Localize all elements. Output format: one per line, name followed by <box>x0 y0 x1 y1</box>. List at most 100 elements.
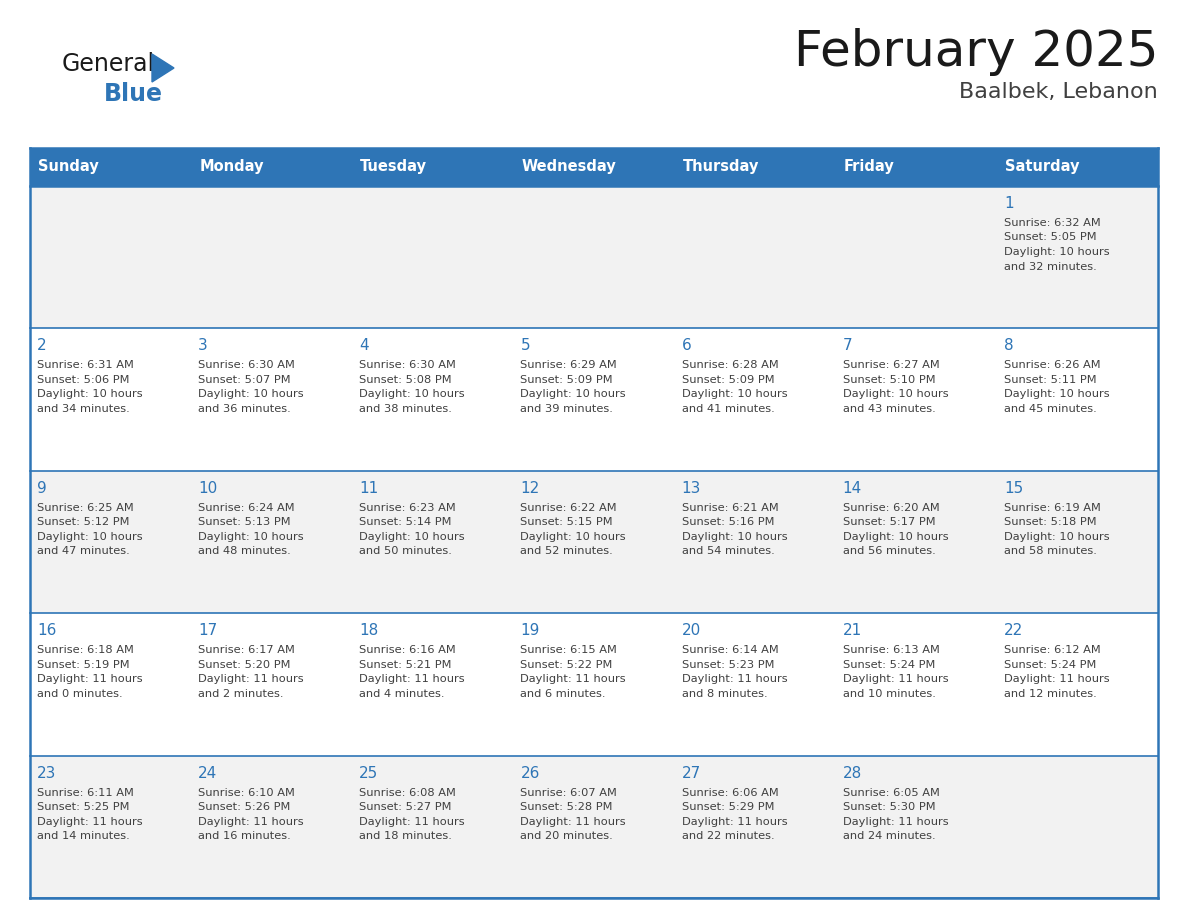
Text: 7: 7 <box>842 339 852 353</box>
Text: Daylight: 10 hours: Daylight: 10 hours <box>682 389 788 399</box>
Text: and 18 minutes.: and 18 minutes. <box>359 831 453 841</box>
Text: and 0 minutes.: and 0 minutes. <box>37 688 122 699</box>
Text: Sunset: 5:18 PM: Sunset: 5:18 PM <box>1004 518 1097 527</box>
Bar <box>675 471 835 613</box>
Text: 10: 10 <box>198 481 217 496</box>
Text: Sunrise: 6:14 AM: Sunrise: 6:14 AM <box>682 645 778 655</box>
Text: and 24 minutes.: and 24 minutes. <box>842 831 935 841</box>
Text: Daylight: 10 hours: Daylight: 10 hours <box>682 532 788 542</box>
Text: Daylight: 10 hours: Daylight: 10 hours <box>1004 247 1110 257</box>
Polygon shape <box>152 54 173 82</box>
Text: Sunrise: 6:29 AM: Sunrise: 6:29 AM <box>520 361 618 370</box>
Text: Daylight: 10 hours: Daylight: 10 hours <box>198 389 304 399</box>
Text: and 54 minutes.: and 54 minutes. <box>682 546 775 556</box>
Text: Saturday: Saturday <box>1005 160 1080 174</box>
Text: Sunset: 5:26 PM: Sunset: 5:26 PM <box>198 802 291 812</box>
Text: Sunrise: 6:25 AM: Sunrise: 6:25 AM <box>37 503 134 513</box>
Bar <box>835 756 997 898</box>
Text: Daylight: 11 hours: Daylight: 11 hours <box>842 817 948 826</box>
Bar <box>30 148 1158 186</box>
Text: and 56 minutes.: and 56 minutes. <box>842 546 935 556</box>
Text: Daylight: 11 hours: Daylight: 11 hours <box>359 674 465 684</box>
Text: Baalbek, Lebanon: Baalbek, Lebanon <box>959 82 1158 102</box>
Text: Sunrise: 6:17 AM: Sunrise: 6:17 AM <box>198 645 295 655</box>
Text: and 10 minutes.: and 10 minutes. <box>842 688 936 699</box>
Text: and 45 minutes.: and 45 minutes. <box>1004 404 1097 414</box>
Bar <box>191 756 353 898</box>
Text: 26: 26 <box>520 766 539 780</box>
Text: and 47 minutes.: and 47 minutes. <box>37 546 129 556</box>
Text: 12: 12 <box>520 481 539 496</box>
Text: Sunset: 5:28 PM: Sunset: 5:28 PM <box>520 802 613 812</box>
Text: Sunset: 5:24 PM: Sunset: 5:24 PM <box>1004 660 1097 670</box>
Text: Daylight: 11 hours: Daylight: 11 hours <box>198 817 304 826</box>
Bar <box>513 329 675 471</box>
Bar <box>191 186 353 329</box>
Text: Sunrise: 6:18 AM: Sunrise: 6:18 AM <box>37 645 134 655</box>
Text: and 22 minutes.: and 22 minutes. <box>682 831 775 841</box>
Text: Sunrise: 6:24 AM: Sunrise: 6:24 AM <box>198 503 295 513</box>
Text: Daylight: 10 hours: Daylight: 10 hours <box>1004 532 1110 542</box>
Text: Daylight: 11 hours: Daylight: 11 hours <box>682 674 788 684</box>
Text: Sunset: 5:23 PM: Sunset: 5:23 PM <box>682 660 775 670</box>
Text: and 20 minutes.: and 20 minutes. <box>520 831 613 841</box>
Text: 28: 28 <box>842 766 862 780</box>
Bar <box>675 613 835 756</box>
Text: Sunrise: 6:11 AM: Sunrise: 6:11 AM <box>37 788 134 798</box>
Bar <box>353 613 513 756</box>
Text: 25: 25 <box>359 766 379 780</box>
Bar <box>675 756 835 898</box>
Text: Sunset: 5:07 PM: Sunset: 5:07 PM <box>198 375 291 385</box>
Text: Daylight: 10 hours: Daylight: 10 hours <box>359 532 465 542</box>
Text: Sunrise: 6:13 AM: Sunrise: 6:13 AM <box>842 645 940 655</box>
Bar <box>675 329 835 471</box>
Text: and 39 minutes.: and 39 minutes. <box>520 404 613 414</box>
Bar <box>513 613 675 756</box>
Bar <box>513 756 675 898</box>
Text: Sunset: 5:27 PM: Sunset: 5:27 PM <box>359 802 451 812</box>
Bar <box>513 471 675 613</box>
Text: Sunrise: 6:30 AM: Sunrise: 6:30 AM <box>359 361 456 370</box>
Text: 14: 14 <box>842 481 862 496</box>
Bar <box>835 613 997 756</box>
Bar <box>513 186 675 329</box>
Text: Daylight: 11 hours: Daylight: 11 hours <box>1004 674 1110 684</box>
Text: Daylight: 10 hours: Daylight: 10 hours <box>1004 389 1110 399</box>
Text: Sunrise: 6:20 AM: Sunrise: 6:20 AM <box>842 503 940 513</box>
Text: and 2 minutes.: and 2 minutes. <box>198 688 284 699</box>
Text: and 38 minutes.: and 38 minutes. <box>359 404 453 414</box>
Text: 9: 9 <box>37 481 46 496</box>
Text: Sunset: 5:24 PM: Sunset: 5:24 PM <box>842 660 935 670</box>
Text: Daylight: 10 hours: Daylight: 10 hours <box>520 532 626 542</box>
Bar <box>353 186 513 329</box>
Text: Sunrise: 6:31 AM: Sunrise: 6:31 AM <box>37 361 134 370</box>
Text: Thursday: Thursday <box>683 160 759 174</box>
Text: Sunrise: 6:23 AM: Sunrise: 6:23 AM <box>359 503 456 513</box>
Bar <box>675 186 835 329</box>
Text: 11: 11 <box>359 481 379 496</box>
Text: 24: 24 <box>198 766 217 780</box>
Text: Daylight: 10 hours: Daylight: 10 hours <box>198 532 304 542</box>
Bar <box>835 471 997 613</box>
Text: 22: 22 <box>1004 623 1023 638</box>
Text: General: General <box>62 52 156 76</box>
Bar <box>997 756 1158 898</box>
Text: and 14 minutes.: and 14 minutes. <box>37 831 129 841</box>
Text: Daylight: 11 hours: Daylight: 11 hours <box>520 817 626 826</box>
Text: Tuesday: Tuesday <box>360 160 428 174</box>
Text: Sunrise: 6:19 AM: Sunrise: 6:19 AM <box>1004 503 1101 513</box>
Bar <box>835 329 997 471</box>
Text: 6: 6 <box>682 339 691 353</box>
Bar <box>191 613 353 756</box>
Text: Sunset: 5:13 PM: Sunset: 5:13 PM <box>198 518 291 527</box>
Bar <box>191 471 353 613</box>
Text: Daylight: 11 hours: Daylight: 11 hours <box>37 674 143 684</box>
Text: Sunrise: 6:08 AM: Sunrise: 6:08 AM <box>359 788 456 798</box>
Text: 4: 4 <box>359 339 369 353</box>
Bar <box>997 186 1158 329</box>
Text: and 52 minutes.: and 52 minutes. <box>520 546 613 556</box>
Text: Sunrise: 6:28 AM: Sunrise: 6:28 AM <box>682 361 778 370</box>
Text: Blue: Blue <box>105 82 163 106</box>
Text: Sunset: 5:14 PM: Sunset: 5:14 PM <box>359 518 451 527</box>
Text: Monday: Monday <box>200 160 264 174</box>
